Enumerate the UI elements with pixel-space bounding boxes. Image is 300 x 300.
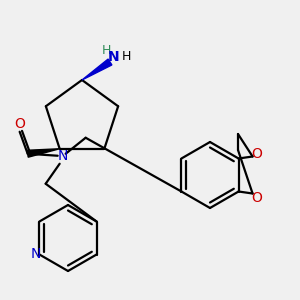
Text: N: N [108,50,120,64]
Text: O: O [251,148,262,161]
Text: O: O [251,190,262,205]
Text: H: H [101,44,111,56]
Polygon shape [27,149,60,157]
Text: N: N [30,248,40,262]
Text: O: O [14,117,25,131]
Polygon shape [82,59,112,80]
Text: N: N [58,149,68,163]
Text: H: H [121,50,131,64]
